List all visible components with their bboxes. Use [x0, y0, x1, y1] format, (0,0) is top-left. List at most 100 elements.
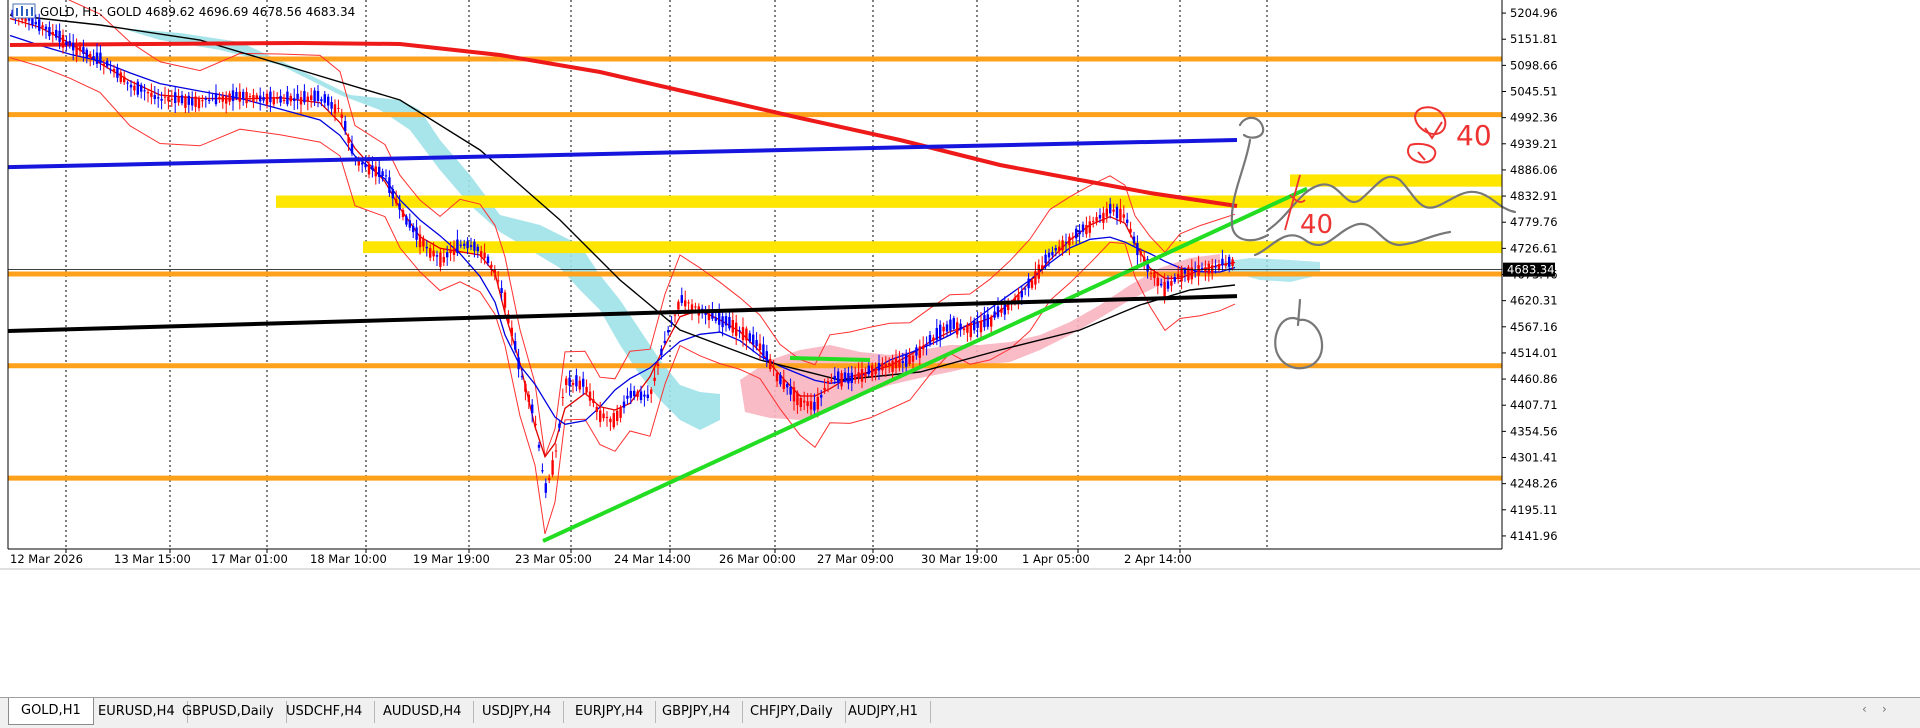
candle-body	[1020, 291, 1023, 298]
tab-audjpy-h1[interactable]: AUDJPY,H1	[836, 701, 931, 723]
candle-body	[123, 76, 126, 83]
candle-body	[905, 354, 908, 367]
candle-body	[1146, 258, 1149, 272]
candle-body	[374, 166, 377, 177]
candle-body	[585, 387, 588, 393]
x-tick-label: 13 Mar 15:00	[114, 552, 191, 566]
candle-body	[962, 328, 966, 331]
candle-body	[1228, 256, 1231, 267]
tab-gbpusd-daily[interactable]: GBPUSD,Daily	[170, 701, 287, 723]
candle-body	[1007, 303, 1010, 310]
candle-body	[932, 337, 935, 341]
candle-body	[690, 304, 694, 312]
candle-body	[629, 390, 632, 398]
candle-body	[1081, 224, 1085, 232]
candle-body	[473, 241, 476, 251]
candle-body	[881, 363, 884, 371]
candle-body	[412, 225, 415, 233]
tab-chfjpy-daily[interactable]: CHFJPY,Daily	[738, 701, 846, 723]
candle-body	[85, 49, 88, 59]
candle-body	[140, 84, 143, 92]
candle-body	[1088, 221, 1091, 233]
tab-gbpjpy-h4[interactable]: GBPJPY,H4	[650, 701, 744, 723]
candle-body	[10, 12, 14, 14]
candle-body	[639, 391, 643, 400]
scroll-right-icon[interactable]: ›	[1882, 702, 1887, 716]
trendline-support	[542, 186, 1308, 543]
ink-stroke	[1274, 316, 1324, 370]
x-tick-label: 27 Mar 09:00	[817, 552, 894, 566]
candle-body	[663, 340, 666, 343]
candle-body	[973, 320, 976, 331]
candle-body	[670, 322, 673, 324]
y-tick-label: 5204.96	[1510, 6, 1558, 20]
candle-body	[650, 389, 653, 394]
candle-body	[1098, 215, 1102, 219]
candle-body	[786, 383, 789, 388]
candle-body	[983, 315, 986, 328]
candle-body	[1078, 230, 1081, 235]
zone-band	[1290, 174, 1502, 187]
candle-body	[1183, 269, 1187, 274]
candle-body	[969, 323, 972, 338]
candle-body	[877, 363, 881, 371]
candle-body	[816, 397, 819, 410]
candle-body	[344, 121, 347, 131]
tab-eurjpy-h4[interactable]: EURJPY,H4	[563, 701, 657, 723]
y-tick-label: 4620.31	[1510, 294, 1558, 308]
candle-body	[160, 98, 163, 101]
candle-body	[388, 177, 391, 193]
candle-body	[850, 372, 853, 383]
candle-body	[857, 372, 860, 378]
candle-body	[979, 321, 983, 333]
candle-body	[486, 256, 490, 263]
tab-usdjpy-h4[interactable]: USDJPY,H4	[470, 701, 565, 723]
tab-gold-h1[interactable]: GOLD,H1	[8, 698, 94, 725]
candle-body	[102, 63, 105, 66]
candle-body	[755, 340, 758, 347]
price-axis: 5204.96 5151.81 5098.66 5045.51 4992.36 4939.…	[1502, 6, 1558, 543]
candle-body	[1187, 267, 1190, 281]
candle-body	[347, 137, 350, 144]
tab-usdchf-h4[interactable]: USDCHF,H4	[274, 701, 376, 723]
candle-body	[840, 373, 843, 387]
candle-body	[476, 246, 479, 252]
candle-body	[541, 470, 544, 472]
candle-body	[507, 314, 510, 324]
tab-eurusd-h4[interactable]: EURUSD,H4	[86, 701, 188, 723]
candle-body	[772, 366, 775, 368]
moving-averages	[9, 14, 1238, 459]
current-price-tag: 4683.34	[8, 262, 1555, 277]
candle-body	[823, 387, 826, 391]
candle-body	[1064, 242, 1068, 244]
candle-body	[483, 252, 486, 259]
candle-body	[1180, 267, 1183, 282]
candle-body	[626, 395, 629, 399]
candle-body	[248, 96, 252, 98]
candle-body	[592, 399, 595, 403]
candle-body	[1173, 277, 1176, 282]
candle-body	[303, 91, 306, 103]
candle-body	[803, 400, 806, 403]
hand-drawn-annotations: 40 40	[1230, 106, 1517, 370]
candle-body	[279, 95, 282, 103]
zone-band	[276, 195, 1502, 208]
candle-body	[313, 90, 316, 102]
candle-body	[262, 97, 265, 101]
candle-body	[38, 19, 41, 31]
candle-body	[704, 312, 707, 315]
tab-audusd-h4[interactable]: AUDUSD,H4	[371, 701, 475, 723]
candle-body	[456, 239, 459, 253]
scroll-left-icon[interactable]: ‹	[1862, 702, 1867, 716]
candle-body	[1136, 243, 1139, 256]
candle-body	[109, 69, 112, 71]
candle-body	[459, 244, 462, 246]
candle-body	[510, 327, 513, 337]
candle-body	[112, 69, 116, 72]
candle-body	[51, 32, 54, 36]
candle-body	[765, 351, 768, 361]
candle-body	[588, 391, 592, 401]
candle-body	[1217, 264, 1221, 270]
candle-body	[558, 423, 561, 428]
